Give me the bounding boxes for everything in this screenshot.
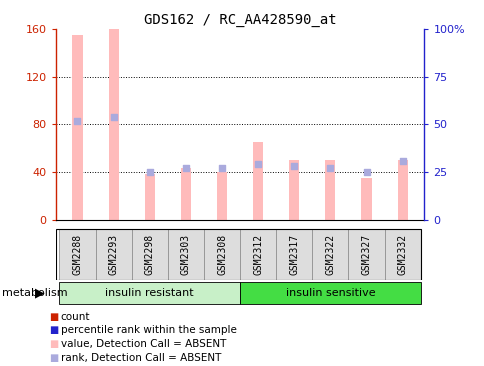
Bar	[325, 160, 335, 220]
Point	[254, 161, 261, 167]
FancyBboxPatch shape	[203, 229, 240, 280]
Text: GSM2322: GSM2322	[325, 234, 335, 275]
Text: GSM2327: GSM2327	[361, 234, 371, 275]
Text: GSM2308: GSM2308	[216, 234, 227, 275]
Title: GDS162 / RC_AA428590_at: GDS162 / RC_AA428590_at	[143, 13, 336, 27]
Point	[326, 165, 333, 171]
FancyBboxPatch shape	[59, 229, 95, 280]
Point	[218, 165, 226, 171]
Text: GSM2288: GSM2288	[72, 234, 82, 275]
Point	[398, 158, 406, 164]
Point	[109, 114, 117, 120]
Bar	[144, 175, 154, 220]
Text: ■: ■	[48, 339, 58, 350]
Text: GSM2312: GSM2312	[253, 234, 263, 275]
FancyBboxPatch shape	[167, 229, 203, 280]
FancyBboxPatch shape	[276, 229, 312, 280]
Point	[146, 169, 153, 175]
Text: rank, Detection Call = ABSENT: rank, Detection Call = ABSENT	[60, 353, 221, 363]
FancyBboxPatch shape	[131, 229, 167, 280]
FancyBboxPatch shape	[59, 282, 240, 305]
Bar	[288, 160, 299, 220]
Bar	[108, 29, 119, 220]
FancyBboxPatch shape	[95, 229, 131, 280]
Bar	[72, 35, 82, 220]
Point	[290, 163, 298, 169]
FancyBboxPatch shape	[348, 229, 384, 280]
Text: ▶: ▶	[35, 286, 45, 299]
FancyBboxPatch shape	[312, 229, 348, 280]
Text: value, Detection Call = ABSENT: value, Detection Call = ABSENT	[60, 339, 226, 350]
Text: GSM2303: GSM2303	[181, 234, 191, 275]
Text: ■: ■	[48, 353, 58, 363]
Text: ■: ■	[48, 325, 58, 336]
FancyBboxPatch shape	[240, 282, 420, 305]
Bar	[397, 160, 407, 220]
Point	[74, 118, 81, 124]
Text: GSM2332: GSM2332	[397, 234, 407, 275]
Bar	[361, 178, 371, 220]
Text: percentile rank within the sample: percentile rank within the sample	[60, 325, 236, 336]
Text: GSM2298: GSM2298	[144, 234, 154, 275]
FancyBboxPatch shape	[240, 229, 276, 280]
Text: count: count	[60, 311, 90, 322]
Text: insulin resistant: insulin resistant	[105, 288, 194, 298]
Text: GSM2317: GSM2317	[288, 234, 299, 275]
Bar	[253, 142, 263, 220]
Bar	[181, 168, 191, 220]
Text: metabolism: metabolism	[2, 288, 68, 298]
Bar	[216, 172, 227, 220]
Text: insulin sensitive: insulin sensitive	[285, 288, 375, 298]
FancyBboxPatch shape	[384, 229, 420, 280]
Point	[362, 169, 370, 175]
Text: GSM2293: GSM2293	[108, 234, 119, 275]
Point	[182, 165, 189, 171]
Text: ■: ■	[48, 311, 58, 322]
